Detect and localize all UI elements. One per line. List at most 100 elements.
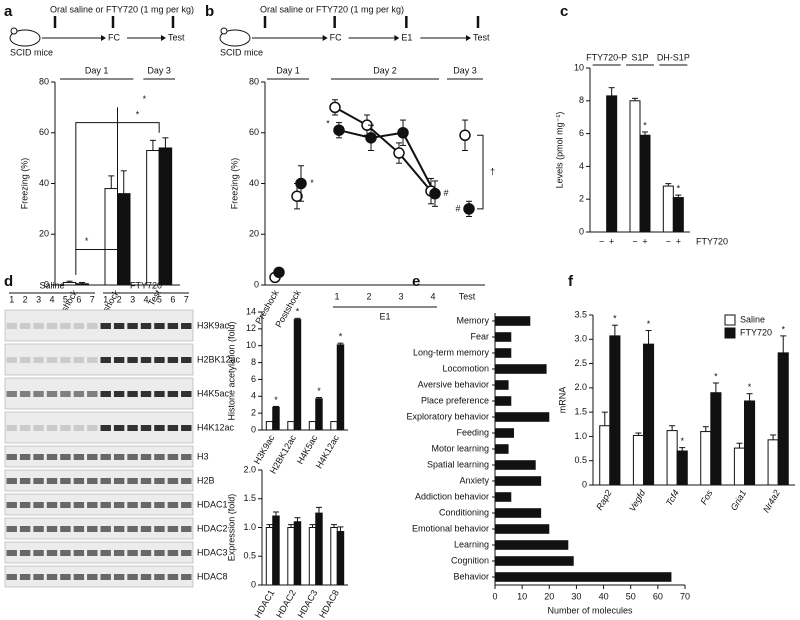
blot-band: [19, 454, 31, 460]
y-tick-label: 0: [582, 479, 587, 489]
blot-band: [87, 502, 98, 508]
blot-band: [6, 425, 17, 431]
y-tick-label: 0: [251, 579, 256, 589]
blot-band: [33, 526, 44, 532]
y-tick-label: 20: [249, 229, 259, 239]
blot-band: [154, 425, 165, 431]
lane-label: 3: [130, 294, 135, 304]
blot-image: [4, 445, 194, 468]
point: [365, 132, 377, 144]
blot-band: [140, 425, 152, 431]
y-tick-label: 12: [246, 323, 256, 333]
lane-label: 3: [36, 294, 41, 304]
blot-band: [127, 478, 138, 484]
blot-band: [100, 357, 111, 363]
y-tick-label: 4: [251, 391, 256, 401]
blot-image: [4, 377, 194, 410]
bar: [336, 344, 345, 431]
blot-band: [19, 391, 31, 397]
y-axis-label: Freezing (%): [19, 158, 29, 210]
bar: [662, 185, 674, 233]
blot-band: [181, 502, 192, 508]
error-bar: [702, 426, 709, 432]
blot-image: [4, 565, 194, 588]
schematic-step: Test: [168, 32, 185, 42]
significance-mark: *: [85, 236, 89, 246]
point: [397, 127, 409, 139]
bar: [330, 527, 338, 586]
band-label: H3: [197, 451, 209, 461]
blot-band: [73, 425, 85, 431]
error-bar: [294, 317, 301, 320]
blot-band: [6, 391, 17, 397]
significance-mark: *: [136, 109, 140, 119]
blot-band: [19, 526, 31, 532]
day-label: Day 1: [276, 65, 300, 75]
blot-band: [154, 391, 165, 397]
blot-band: [60, 550, 71, 556]
blot-band: [73, 550, 85, 556]
error-bar: [120, 170, 127, 194]
blot-band: [154, 454, 165, 460]
bar: [495, 444, 509, 454]
panel-letter: d: [4, 273, 13, 290]
bar: [629, 100, 641, 233]
schematic-treatment: Oral saline or FTY720 (1 mg per kg): [260, 4, 404, 14]
y-axis-label: Freezing (%): [229, 158, 239, 210]
x-tick-label: 2: [366, 291, 371, 301]
y-tick-label: 10: [246, 340, 256, 350]
y-tick-label: Anxiety: [459, 475, 489, 485]
y-tick-label: Feeding: [456, 427, 489, 437]
band-label: HDAC2: [197, 523, 228, 533]
x-tick-label: Vegfd: [627, 487, 648, 513]
error-bar: [149, 139, 156, 151]
blot-band: [167, 425, 179, 431]
blot-band: [127, 574, 138, 580]
y-tick-label: Behavior: [453, 571, 489, 581]
arrowhead: [466, 35, 471, 41]
blot-band: [154, 574, 165, 580]
blot-band: [46, 526, 58, 532]
bar: [744, 400, 756, 486]
error-bar: [266, 524, 273, 528]
y-tick-label: 2: [251, 408, 256, 418]
blot-band: [154, 357, 165, 363]
blot-band: [60, 357, 71, 363]
blot-band: [100, 454, 111, 460]
x-tick-label: 40: [599, 591, 609, 601]
blot-band: [113, 454, 125, 460]
x-tick-label: 4: [430, 291, 435, 301]
blot-band: [113, 550, 125, 556]
bar: [733, 447, 746, 486]
error-bar: [601, 411, 608, 426]
blot-band: [87, 454, 98, 460]
blot-band: [167, 550, 179, 556]
error-bar: [665, 183, 672, 187]
blot-band: [6, 454, 17, 460]
error-bar: [108, 175, 115, 189]
x-tick-label: 20: [544, 591, 554, 601]
blot-band: [73, 357, 85, 363]
blot-band: [181, 574, 192, 580]
blot-band: [6, 550, 17, 556]
blot-band: [60, 425, 71, 431]
significance-mark: *: [296, 307, 300, 317]
bar: [495, 492, 512, 502]
y-tick-label: Addiction behavior: [415, 491, 489, 501]
bar: [609, 335, 621, 486]
blot-band: [140, 478, 152, 484]
point: [329, 101, 341, 114]
blot-band: [60, 454, 71, 460]
x-tick-label: 60: [653, 591, 663, 601]
day-label: Day 3: [453, 65, 477, 75]
error-bar: [736, 442, 743, 449]
blot-image: [4, 493, 194, 516]
blot-band: [33, 574, 44, 580]
day-label: Day 2: [373, 65, 397, 75]
significance-mark: *: [317, 386, 321, 396]
error-bar: [79, 281, 86, 284]
x-tick-label: Nr4a2: [761, 488, 782, 514]
blot-band: [113, 425, 125, 431]
mouse-ear: [220, 27, 228, 35]
y-tick-label: 3.5: [574, 309, 587, 319]
